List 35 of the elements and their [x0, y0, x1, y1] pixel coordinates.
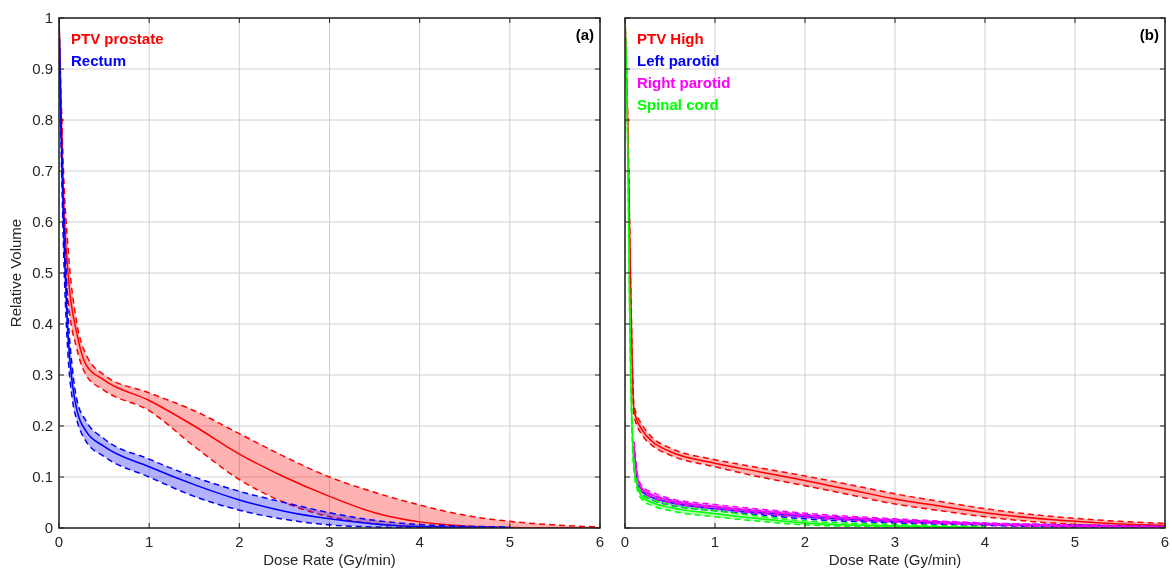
- x-tick-label: 6: [595, 533, 605, 550]
- y-tick-label: 1: [44, 9, 53, 26]
- y-tick-label: 0.7: [32, 162, 53, 179]
- x-tick-label: 1: [710, 533, 720, 550]
- series-label: PTV prostate: [71, 30, 164, 47]
- x-axis-title: Dose Rate (Gy/min): [828, 551, 962, 568]
- y-axis-title: Relative Volume: [7, 218, 24, 328]
- x-tick-label: 2: [800, 533, 810, 550]
- x-tick-label: 1: [144, 533, 154, 550]
- y-tick-label: 0.3: [32, 366, 53, 383]
- x-tick-label: 6: [1160, 533, 1170, 550]
- text: Left parotid: [637, 52, 720, 69]
- x-tick-label: 4: [980, 533, 990, 550]
- annotation: (a): [575, 26, 594, 43]
- x-tick-label: 3: [325, 533, 334, 550]
- text: Right parotid: [637, 74, 731, 91]
- x-tick-label: 0: [620, 533, 630, 550]
- series-label: Rectum: [71, 52, 127, 69]
- y-tick-label: 0.9: [32, 60, 53, 77]
- x-tick-label: 3: [890, 533, 900, 550]
- y-tick-label: 0.8: [32, 111, 53, 128]
- series-label: PTV High: [637, 30, 704, 47]
- y-tick-label: 0.5: [32, 264, 53, 281]
- series-label: Spinal cord: [637, 96, 719, 113]
- annotation: (b): [1139, 26, 1159, 43]
- y-tick-label: 0: [44, 519, 53, 536]
- y-tick-label: 0.1: [32, 468, 53, 485]
- y-tick-label: 0.6: [32, 213, 53, 230]
- y-tick-label: 0.2: [32, 417, 53, 434]
- x-tick-label: 2: [235, 533, 244, 550]
- x-tick-label: 5: [1070, 533, 1080, 550]
- x-axis-title: Dose Rate (Gy/min): [263, 551, 396, 568]
- x-tick-label: 4: [415, 533, 424, 550]
- y-tick-label: 0.4: [32, 315, 53, 332]
- x-tick-label: 5: [505, 533, 515, 550]
